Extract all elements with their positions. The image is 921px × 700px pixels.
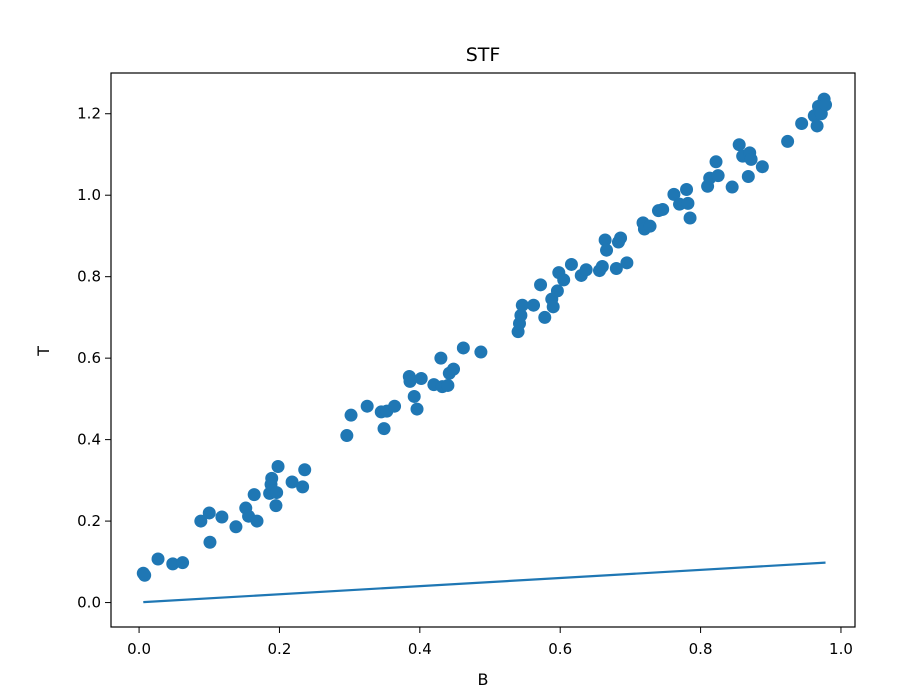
scatter-point [441, 378, 455, 392]
scatter-point [203, 535, 217, 549]
x-tick-label: 0.2 [268, 640, 292, 658]
scatter-point [388, 399, 402, 413]
scatter-point [795, 117, 809, 131]
scatter-point [296, 480, 310, 494]
scatter-point [176, 556, 190, 570]
scatter-point [656, 202, 670, 216]
y-tick-label: 1.2 [77, 105, 101, 123]
scatter-point [298, 463, 312, 477]
scatter-point [456, 341, 470, 355]
scatter-point [681, 196, 695, 210]
scatter-point [755, 160, 769, 174]
x-tick-label: 0.8 [689, 640, 713, 658]
scatter-point [514, 308, 528, 322]
scatter-point [564, 257, 578, 271]
axes-frame [110, 72, 856, 628]
scatter-point [270, 486, 284, 500]
scatter-point [527, 298, 541, 312]
scatter-point [434, 351, 448, 365]
x-tick-label: 0.0 [127, 640, 151, 658]
scatter-point [377, 422, 391, 436]
y-tick-label: 0.2 [77, 512, 101, 530]
scatter-point [138, 568, 152, 582]
scatter-point [403, 374, 417, 388]
scatter-point [215, 510, 229, 524]
series-line [143, 561, 826, 604]
y-tick-label: 0.4 [77, 431, 101, 449]
chart-title: STF [466, 44, 501, 66]
scatter-point [620, 256, 634, 270]
scatter-point [534, 278, 548, 292]
x-tick-label: 0.6 [548, 640, 572, 658]
x-axis-label: B [478, 670, 489, 689]
scatter-point [407, 389, 421, 403]
scatter-point [344, 408, 358, 422]
scatter-point [546, 300, 560, 314]
scatter-point [250, 514, 264, 528]
scatter-point [285, 475, 299, 489]
scatter-point [474, 345, 488, 359]
plot-area [136, 92, 833, 604]
scatter-point [340, 429, 354, 443]
scatter-point [229, 520, 243, 534]
scatter-point [151, 552, 165, 566]
scatter-point [614, 231, 628, 245]
y-tick-label: 0.6 [77, 349, 101, 367]
scatter-point [680, 183, 694, 197]
scatter-point [202, 506, 216, 520]
scatter-point [447, 362, 461, 376]
scatter-point [414, 372, 428, 386]
scatter-point [515, 298, 529, 312]
scatter-point [667, 187, 681, 201]
scatter-point [725, 180, 739, 194]
scatter-point [643, 219, 657, 233]
scatter-point [600, 243, 614, 257]
scatter-point [732, 138, 746, 152]
scatter-point [598, 233, 612, 247]
scatter-point [609, 262, 623, 276]
scatter-point [557, 273, 571, 287]
scatter-point [410, 402, 424, 416]
x-tick-label: 0.4 [408, 640, 432, 658]
scatter-point [810, 119, 824, 133]
x-axis: 0.0 0.2 0.4 0.6 0.8 1.0 [127, 627, 853, 658]
scatter-point [265, 471, 279, 485]
scatter-point [781, 134, 795, 148]
scatter-point [741, 169, 755, 183]
y-tick-label: 0.0 [77, 594, 101, 612]
scatter-point [360, 399, 374, 413]
scatter-point [579, 263, 593, 277]
scatter-point [550, 284, 564, 298]
y-tick-label: 0.8 [77, 268, 101, 286]
scatter-point [247, 488, 261, 502]
x-tick-label: 1.0 [829, 640, 853, 658]
scatter-point [711, 169, 725, 183]
scatter-point [271, 460, 285, 474]
scatter-point [166, 557, 180, 571]
scatter-point [819, 98, 833, 112]
scatter-point [683, 211, 697, 225]
scatter-point [595, 259, 609, 273]
scatter-point [709, 155, 723, 169]
y-axis: 0.0 0.2 0.4 0.6 0.8 1.0 1.2 [77, 105, 111, 612]
scatter-point [744, 152, 758, 166]
scatter-point [269, 499, 283, 513]
y-axis-label: T [34, 346, 53, 357]
scatter-point [194, 514, 208, 528]
y-tick-label: 1.0 [77, 186, 101, 204]
scatter-point [538, 310, 552, 324]
